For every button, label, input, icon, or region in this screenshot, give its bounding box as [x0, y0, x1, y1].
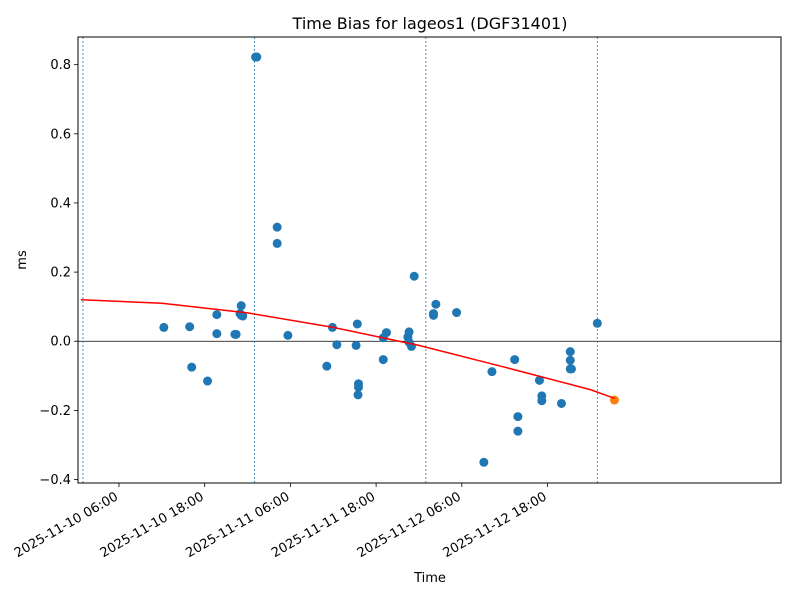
y-tick-label: −0.4: [39, 473, 71, 488]
data-point: [381, 328, 391, 338]
y-tick-label: 0.2: [50, 266, 71, 281]
data-point: [351, 340, 361, 350]
data-point: [272, 238, 282, 248]
data-point: [378, 355, 388, 365]
data-point: [537, 396, 547, 406]
data-point: [479, 457, 489, 467]
data-point: [565, 347, 575, 357]
data-point: [513, 426, 523, 436]
data-point: [212, 310, 222, 320]
data-point: [353, 390, 363, 400]
y-axis-label: ms: [15, 250, 30, 270]
y-tick-label: −0.2: [39, 404, 71, 419]
data-point: [510, 355, 520, 365]
data-point: [566, 364, 576, 374]
y-tick-label: 0.6: [50, 127, 71, 142]
y-tick-label: 0.0: [50, 335, 71, 350]
data-point: [203, 376, 213, 386]
data-point: [556, 398, 566, 408]
data-point: [428, 310, 438, 320]
data-point: [238, 311, 248, 321]
data-point: [353, 382, 363, 392]
data-point: [409, 271, 419, 281]
data-point: [431, 299, 441, 309]
fit-line: [80, 299, 615, 399]
y-tick-label: 0.4: [50, 196, 71, 211]
data-point: [592, 318, 602, 328]
y-tick-label: 0.8: [50, 58, 71, 73]
data-point: [352, 319, 362, 329]
data-point: [404, 327, 414, 337]
data-point: [452, 308, 462, 318]
data-point: [159, 322, 169, 332]
x-axis-label: Time: [413, 571, 446, 586]
data-point: [272, 222, 282, 232]
data-point: [332, 340, 342, 350]
data-point: [187, 362, 197, 372]
data-point: [231, 329, 241, 339]
data-point: [236, 301, 246, 311]
data-point: [565, 355, 575, 365]
axes-frame: [77, 36, 782, 484]
data-point: [513, 412, 523, 422]
data-point: [283, 330, 293, 340]
data-point: [487, 367, 497, 377]
data-point: [185, 322, 195, 332]
data-point: [252, 52, 262, 62]
data-point: [322, 361, 332, 371]
data-point: [534, 375, 544, 385]
chart-title: Time Bias for lageos1 (DGF31401): [292, 14, 568, 33]
data-point: [212, 329, 222, 339]
